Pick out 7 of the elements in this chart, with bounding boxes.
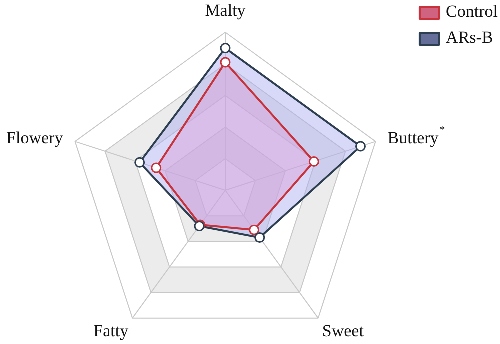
spoke-label: Malty (205, 0, 246, 20)
spoke-label: Sweet (322, 321, 364, 340)
spoke-label: Fatty (94, 321, 130, 340)
legend-label: ARs-B (446, 28, 494, 48)
spoke-label: Flowery (6, 128, 64, 148)
legend-label: Control (446, 2, 498, 22)
spoke-label: Buttery* (388, 124, 446, 148)
